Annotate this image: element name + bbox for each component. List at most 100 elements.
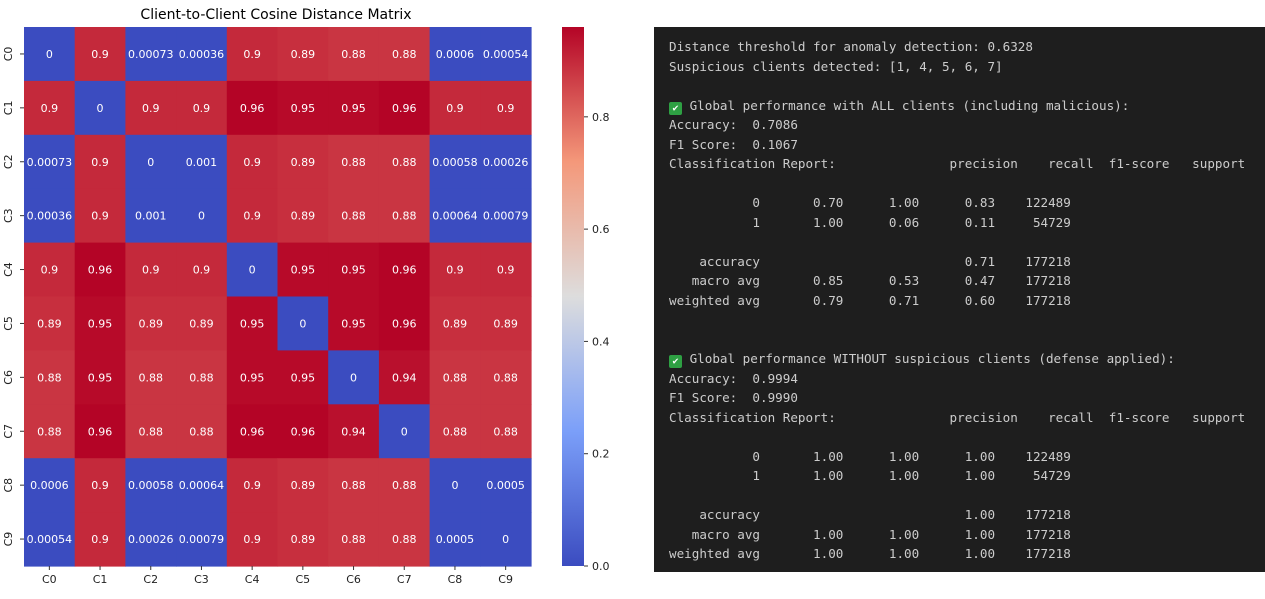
terminal-line: Accuracy: 0.9994	[669, 369, 1265, 389]
terminal-line: F1 Score: 0.9990	[669, 388, 1265, 408]
heatmap-cell	[328, 188, 380, 244]
cell-value-label: 0.88	[37, 371, 62, 384]
colorbar-tick-label: 0.0	[592, 560, 610, 573]
cell-value-label: 0.88	[341, 48, 366, 61]
terminal-line: 0 0.70 1.00 0.83 122489	[669, 193, 1265, 213]
cell-value-label: 0.96	[240, 425, 265, 438]
heatmap-cell	[74, 188, 126, 244]
cell-value-label: 0.89	[291, 48, 316, 61]
cell-value-label: 0.88	[139, 425, 164, 438]
colorbar-tick-label: 0.4	[592, 335, 610, 348]
cell-value-label: 0.9	[193, 264, 211, 277]
colorbar-gradient	[562, 27, 584, 566]
heatmap-cell	[176, 134, 228, 190]
cell-value-label: 0.95	[341, 102, 366, 115]
terminal-line: Suspicious clients detected: [1, 4, 5, 6…	[669, 57, 1265, 77]
heatmap-cell	[378, 458, 431, 513]
y-tick-label: C6	[2, 370, 15, 385]
cell-value-label: 0.00054	[483, 48, 529, 61]
heatmap-cell	[226, 512, 279, 567]
cell-value-label: 0.0005	[486, 479, 525, 492]
heatmap-cell	[74, 27, 126, 82]
cell-value-label: 0.0006	[30, 479, 69, 492]
heatmap-cell	[226, 404, 279, 459]
heatmap-cell	[480, 27, 532, 82]
heatmap-cell	[176, 458, 228, 513]
terminal-line-text: Distance threshold for anomaly detection…	[669, 39, 1033, 54]
cell-value-label: 0.89	[493, 317, 518, 330]
cell-value-label: 0.89	[291, 156, 316, 169]
cell-value-label: 0.9	[243, 533, 261, 546]
heatmap-cell	[277, 27, 329, 82]
heatmap-cell	[176, 350, 228, 405]
cell-value-label: 0.88	[392, 48, 417, 61]
heatmap-cell	[74, 512, 126, 567]
heatmap-cell	[277, 134, 329, 190]
heatmap-cell	[378, 404, 431, 459]
cell-value-label: 0.9	[243, 48, 261, 61]
x-tick-label: C5	[296, 573, 311, 586]
cell-value-label: 0.9	[243, 479, 261, 492]
terminal-line-text: 1 1.00 1.00 1.00 54729	[669, 468, 1071, 483]
terminal-line-text: weighted avg 1.00 1.00 1.00 177218	[669, 546, 1071, 561]
cell-value-label: 0.88	[139, 371, 164, 384]
heatmap-cell	[277, 80, 329, 136]
terminal-line: 1 1.00 1.00 1.00 54729	[669, 466, 1265, 486]
cell-value-label: 0.96	[88, 425, 113, 438]
cell-value-label: 0.88	[392, 533, 417, 546]
colorbar-tick-label: 0.8	[592, 111, 610, 124]
cell-value-label: 0.95	[341, 264, 366, 277]
terminal-line: weighted avg 1.00 1.00 1.00 177218	[669, 544, 1265, 564]
cell-value-label: 0.00064	[179, 479, 225, 492]
cell-value-label: 0.94	[341, 425, 366, 438]
y-tick-label: C1	[2, 101, 15, 116]
cell-value-label: 0.00026	[483, 156, 529, 169]
heatmap-cell	[480, 242, 532, 298]
terminal-line-text: 1 1.00 0.06 0.11 54729	[669, 214, 1071, 230]
heatmap-cell	[429, 458, 481, 513]
terminal-line: 0 1.00 1.00 1.00 122489	[669, 447, 1265, 467]
terminal-line: macro avg 1.00 1.00 1.00 177218	[669, 525, 1265, 545]
heatmap-cell	[480, 80, 532, 136]
heatmap-cell	[277, 296, 329, 351]
cell-value-label: 0.001	[135, 210, 167, 223]
heatmap-cell	[277, 242, 329, 298]
heatmap-chart: Client-to-Client Cosine Distance Matrix …	[2, 7, 610, 586]
chart-title: Client-to-Client Cosine Distance Matrix	[140, 7, 411, 23]
cell-value-label: 0.9	[142, 102, 160, 115]
heatmap-cell	[125, 458, 177, 513]
terminal-line-text: accuracy 0.71 177218	[669, 253, 1071, 269]
heatmap-cell	[328, 134, 380, 190]
cell-value-label: 0.96	[240, 102, 265, 115]
cell-value-label: 0.00036	[27, 210, 73, 223]
heatmap-cells: 0 0.9 0.00073 0.00036 0.9 0.89 0.88 0.88 0.0006 0…	[24, 27, 532, 567]
terminal-line-text: Global performance with ALL clients (inc…	[682, 97, 1130, 113]
cell-value-label: 0.88	[392, 210, 417, 223]
heatmap-cell	[277, 404, 329, 459]
heatmap-cell	[277, 350, 329, 405]
heatmap-cell	[429, 134, 481, 190]
cell-value-label: 0	[147, 156, 154, 169]
heatmap-cell	[125, 188, 177, 244]
x-tick-label: C2	[143, 573, 158, 586]
terminal-line-text: macro avg 0.85 0.53 0.47 177218	[669, 273, 1071, 288]
cell-value-label: 0.0006	[436, 48, 475, 61]
x-tick-label: C3	[194, 573, 209, 586]
heatmap-cell	[24, 350, 76, 405]
cell-value-label: 0.95	[88, 317, 113, 330]
heatmap-panel: Client-to-Client Cosine Distance Matrix …	[2, 7, 610, 586]
cell-value-label: 0.89	[291, 533, 316, 546]
cell-value-label: 0.88	[37, 425, 62, 438]
heatmap-cell	[125, 512, 177, 567]
heatmap-cell	[480, 350, 532, 405]
cell-value-label: 0.88	[493, 371, 518, 384]
terminal-line-text: Suspicious clients detected: [1, 4, 5, 6…	[669, 58, 1003, 74]
heatmap-cell	[277, 188, 329, 244]
cell-value-label: 0.00058	[432, 156, 478, 169]
cell-value-label: 0	[97, 102, 104, 115]
cell-value-label: 0.9	[497, 102, 515, 115]
heatmap-cell	[328, 27, 380, 82]
heatmap-cell	[429, 350, 481, 405]
heatmap-cell	[125, 350, 177, 405]
cell-value-label: 0	[451, 479, 458, 492]
